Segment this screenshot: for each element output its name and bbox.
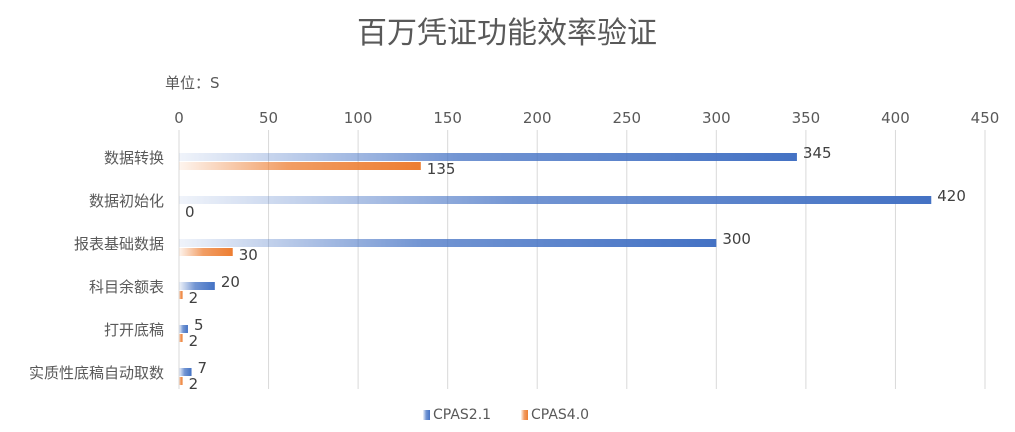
data-label: 2	[189, 375, 199, 393]
bar-cpas40	[179, 377, 183, 385]
bar-cpas21	[179, 239, 717, 247]
data-label: 420	[937, 187, 966, 205]
bar-cpas21	[179, 153, 797, 161]
data-label: 0	[185, 203, 195, 221]
bar-cpas21	[179, 368, 192, 376]
data-label: 30	[239, 246, 258, 264]
data-label: 20	[221, 273, 240, 291]
data-label: 300	[722, 230, 751, 248]
x-tick-label: 100	[344, 109, 373, 127]
x-tick-label: 300	[702, 109, 731, 127]
category-label: 打开底稿	[104, 321, 164, 339]
data-label: 2	[189, 289, 199, 307]
x-tick-label: 150	[433, 109, 462, 127]
bar-cpas40	[179, 334, 183, 342]
bar-cpas40	[179, 162, 421, 170]
legend-swatch	[521, 410, 528, 420]
data-label: 5	[194, 316, 204, 334]
x-tick-label: 200	[523, 109, 552, 127]
legend-label: CPAS4.0	[531, 407, 589, 423]
data-label: 7	[198, 359, 208, 377]
bar-cpas21	[179, 325, 188, 333]
unit-label: 单位：S	[165, 74, 220, 92]
bar-cpas21	[179, 196, 932, 204]
x-axis-ticks: 0 50 100 150 200 250 300 350 400 450	[174, 109, 999, 127]
category-label: 科目余额表	[89, 278, 164, 296]
legend-swatch	[423, 410, 430, 420]
x-tick-label: 50	[259, 109, 278, 127]
x-tick-label: 350	[792, 109, 821, 127]
bar-cpas21	[179, 282, 215, 290]
legend-label: CPAS2.1	[433, 407, 491, 423]
category-label: 数据转换	[104, 149, 164, 167]
category-label: 实质性底稿自动取数	[29, 364, 164, 382]
x-tick-label: 450	[971, 109, 1000, 127]
data-label: 135	[427, 160, 456, 178]
category-label: 数据初始化	[89, 192, 164, 210]
x-tick-label: 400	[881, 109, 910, 127]
data-label: 2	[189, 332, 199, 350]
bar-cpas40	[179, 291, 183, 299]
category-label: 报表基础数据	[74, 235, 164, 253]
x-tick-label: 250	[612, 109, 641, 127]
bar-cpas40	[179, 248, 233, 256]
legend: CPAS2.1 CPAS4.0	[423, 407, 589, 423]
gridlines	[178, 130, 986, 389]
chart-title: 百万凭证功能效率验证	[357, 16, 657, 51]
data-label: 345	[803, 144, 832, 162]
x-tick-label: 0	[174, 109, 184, 127]
